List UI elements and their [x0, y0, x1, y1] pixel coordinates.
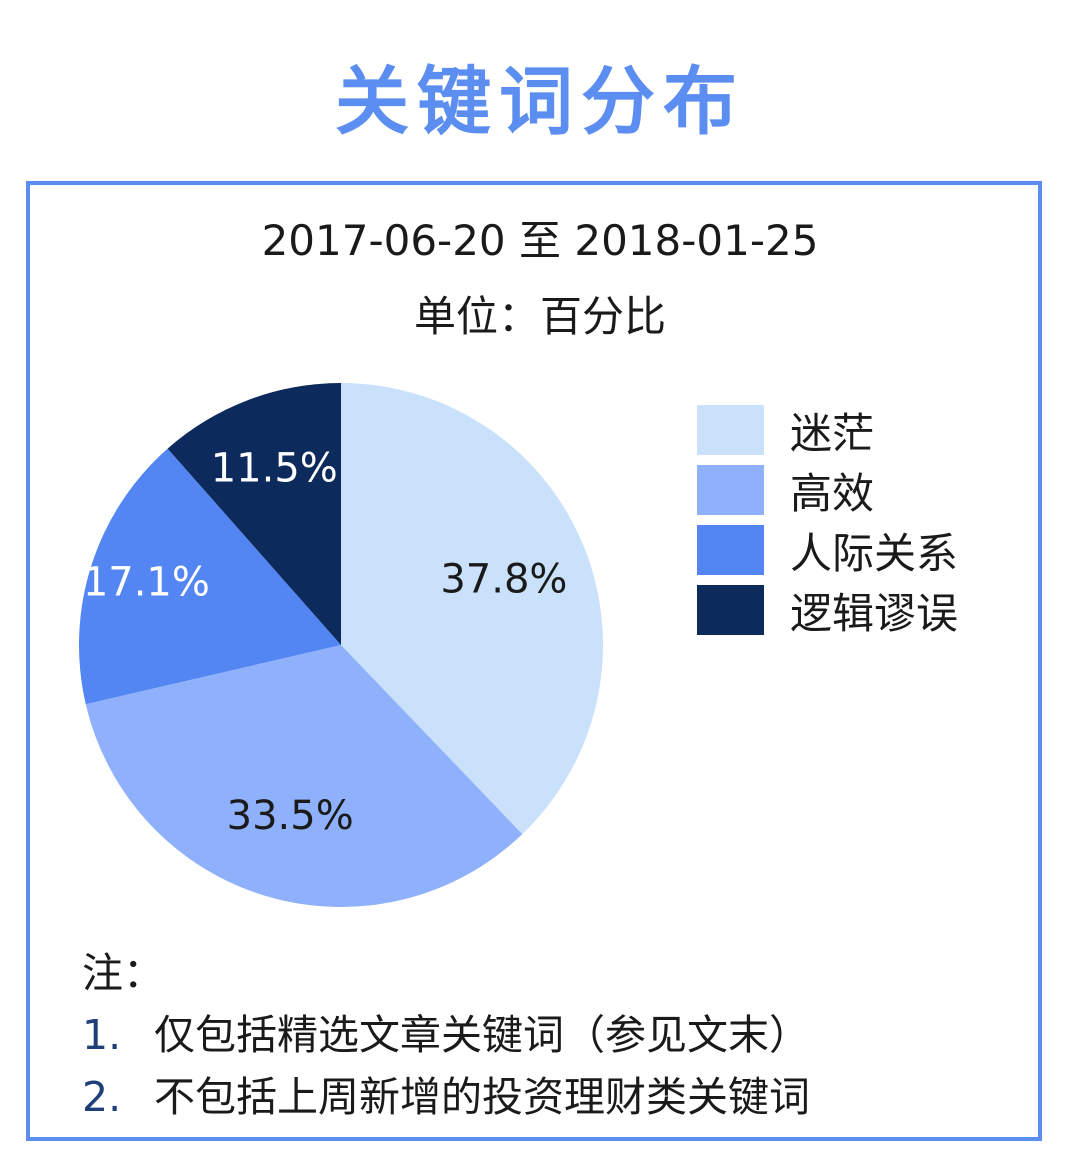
note-text: 不包括上周新增的投资理财类关键词 — [154, 1073, 810, 1121]
pie-data-label: 17.1% — [83, 560, 210, 606]
legend-swatch — [697, 585, 764, 635]
notes: 注： 1. 仅包括精选文章关键词（参见文末） 2. 不包括上周新增的投资理财类关… — [82, 942, 810, 1128]
notes-heading: 注： — [82, 949, 164, 997]
legend-swatch — [697, 405, 764, 455]
chart-subtitle: 单位：百分比 — [413, 292, 666, 341]
pie-data-label: 33.5% — [227, 793, 354, 839]
legend-label: 迷茫 — [790, 408, 875, 458]
legend-label: 逻辑谬误 — [790, 588, 959, 638]
legend-label: 人际关系 — [790, 528, 959, 578]
legend-item: 人际关系 — [697, 524, 958, 578]
pie-slice — [167, 383, 341, 645]
legend-label: 高效 — [790, 468, 875, 518]
note-number: 2. — [82, 1073, 122, 1121]
note-item: 1. 仅包括精选文章关键词（参见文末） — [82, 1004, 810, 1066]
note-text: 仅包括精选文章关键词（参见文末） — [154, 1011, 810, 1059]
legend-item: 迷茫 — [697, 404, 958, 458]
pie-slice — [85, 645, 523, 907]
chart-frame — [26, 181, 1042, 1141]
note-item: 2. 不包括上周新增的投资理财类关键词 — [82, 1066, 810, 1128]
pie-data-label: 37.8% — [440, 557, 567, 603]
legend-swatch — [697, 525, 764, 575]
legend-item: 高效 — [697, 464, 958, 518]
pie-data-label: 11.5% — [211, 446, 338, 492]
chart-legend: 迷茫 高效 人际关系 逻辑谬误 — [697, 404, 958, 644]
note-number: 1. — [82, 1011, 122, 1059]
chart-title: 2017-06-20 至 2018-01-25 — [261, 216, 819, 265]
pie-slice — [341, 383, 603, 835]
page-title: 关键词分布 — [335, 59, 745, 145]
legend-swatch — [697, 465, 764, 515]
pie-slice — [78, 448, 341, 705]
legend-item: 逻辑谬误 — [697, 584, 958, 638]
